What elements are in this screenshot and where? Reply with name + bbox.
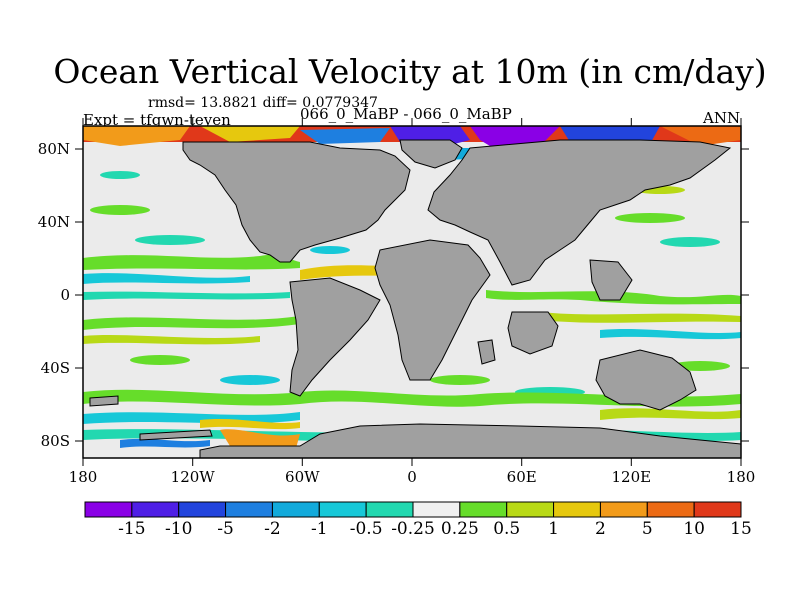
colorbar-level-label: 5 <box>642 519 653 539</box>
land-madagascar <box>477 339 496 365</box>
land-indonesia <box>507 311 559 355</box>
colorbar-level-label: -0.25 <box>391 519 435 539</box>
colorbar-swatch <box>178 501 227 518</box>
colorbar-swatch <box>553 501 601 518</box>
lat-label-80s: 80S <box>41 432 70 450</box>
plot-title: Ocean Vertical Velocity at 10m (in cm/da… <box>53 52 767 91</box>
colorbar-swatch <box>131 501 180 518</box>
colorbar-level-label: -2 <box>264 519 281 539</box>
colorbar-swatch <box>599 501 648 518</box>
land-eurasia <box>427 139 732 286</box>
colorbar-level-label: 0.25 <box>441 519 479 539</box>
colorbar-swatch <box>365 501 414 518</box>
case-label: 066_0_MaBP - 066_0_MaBP <box>300 105 512 123</box>
colorbar-swatch <box>271 501 320 518</box>
colorbar-level-label: 15 <box>730 519 752 539</box>
colorbar-level-label: -10 <box>165 519 192 539</box>
lat-label-40n: 40N <box>38 213 70 231</box>
land-south-america <box>289 277 381 397</box>
colorbar-level-label: 0.5 <box>493 519 520 539</box>
lon-label-120w: 120W <box>171 468 216 486</box>
lon-label-180w: 180 <box>69 468 98 486</box>
colorbar-swatch <box>646 501 695 518</box>
map-plot-area <box>83 126 741 458</box>
land-antarctic-fragment <box>139 429 213 441</box>
rmsd-value: rmsd= 13.8821 <box>148 95 259 111</box>
land-africa <box>374 239 491 381</box>
colorbar: -15 -10 -5 -2 -1 -0.5 -0.25 0.25 0.5 1 2 5 10 15 <box>84 501 752 539</box>
land-antarctic-small <box>89 395 119 407</box>
longitude-labels: 180 120W 60W 0 60E 120E 180 <box>69 468 756 486</box>
lat-label-0: 0 <box>60 286 70 304</box>
colorbar-swatch <box>84 501 133 518</box>
land-southeast-asia <box>589 259 633 301</box>
lon-label-60w: 60W <box>285 468 320 486</box>
land-north-america <box>182 141 411 263</box>
season-label: ANN <box>703 109 741 127</box>
lon-label-120e: 120E <box>612 468 652 486</box>
experiment-label: Expt = tfgwn-teyen <box>83 111 231 129</box>
colorbar-level-label: -1 <box>311 519 328 539</box>
colorbar-swatch <box>318 501 367 518</box>
colorbar-level-label: 10 <box>683 519 705 539</box>
land-australia <box>595 349 697 411</box>
latitude-labels: 80N 40N 0 40S 80S <box>38 140 70 450</box>
lon-label-0: 0 <box>407 468 417 486</box>
colorbar-level-label: -5 <box>217 519 234 539</box>
diff-value: diff= 0.0779347 <box>262 95 378 111</box>
colorbar-level-label: -0.5 <box>350 519 383 539</box>
colorbar-swatch <box>693 501 742 518</box>
lat-label-40s: 40S <box>41 359 70 377</box>
axis-ticks <box>75 118 749 466</box>
colorbar-swatch <box>225 501 273 518</box>
colorbar-swatch <box>459 501 508 518</box>
stats-line: rmsd= 13.8821 diff= 0.0779347 <box>148 94 378 112</box>
lat-label-80n: 80N <box>38 140 70 158</box>
colorbar-level-label: -15 <box>118 519 145 539</box>
colorbar-level-label: 1 <box>548 519 559 539</box>
colorbar-level-label: 2 <box>595 519 606 539</box>
land-greenland <box>399 139 463 169</box>
land-masses <box>89 139 741 458</box>
colorbar-swatch <box>412 501 461 518</box>
colorbar-swatch <box>506 501 555 518</box>
lon-label-60e: 60E <box>507 468 537 486</box>
lon-label-180e: 180 <box>727 468 756 486</box>
land-antarctica <box>199 423 741 458</box>
